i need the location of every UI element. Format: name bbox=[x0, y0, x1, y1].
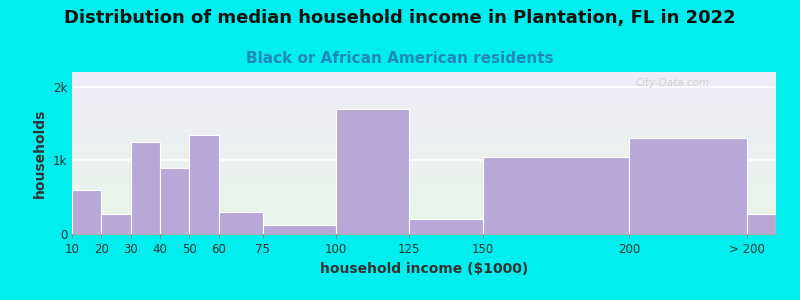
Bar bbox=[190, 135, 218, 234]
Text: Black or African American residents: Black or African American residents bbox=[246, 51, 554, 66]
Bar bbox=[218, 212, 262, 234]
Text: City-Data.com: City-Data.com bbox=[635, 79, 710, 88]
Bar bbox=[72, 190, 102, 234]
Bar bbox=[410, 219, 482, 234]
Bar bbox=[630, 138, 746, 234]
Bar bbox=[262, 225, 336, 234]
Bar bbox=[746, 214, 776, 234]
Bar bbox=[130, 142, 160, 234]
Text: Distribution of median household income in Plantation, FL in 2022: Distribution of median household income … bbox=[64, 9, 736, 27]
Bar bbox=[336, 109, 410, 234]
Y-axis label: households: households bbox=[34, 108, 47, 198]
Bar bbox=[160, 168, 190, 234]
Bar bbox=[482, 157, 630, 234]
Bar bbox=[102, 214, 130, 234]
X-axis label: household income ($1000): household income ($1000) bbox=[320, 262, 528, 276]
